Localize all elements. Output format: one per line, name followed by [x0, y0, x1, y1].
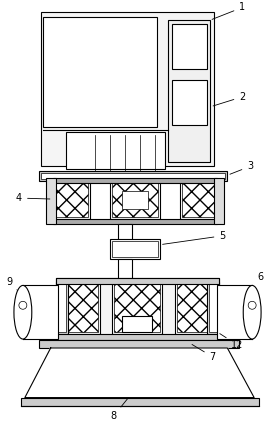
Text: 4: 4	[16, 193, 50, 203]
Text: 6: 6	[254, 272, 263, 290]
Bar	[46, 178, 56, 224]
Bar	[118, 258, 132, 280]
Bar	[172, 80, 206, 125]
Bar	[215, 178, 224, 224]
Ellipse shape	[243, 286, 261, 339]
Bar	[112, 283, 162, 334]
Bar	[68, 284, 98, 332]
Bar	[43, 18, 157, 127]
Bar	[56, 283, 68, 334]
Bar	[180, 181, 217, 219]
Text: 9: 9	[6, 277, 21, 293]
Bar	[56, 279, 219, 340]
Bar	[39, 171, 227, 181]
Bar	[110, 181, 160, 219]
Bar	[57, 284, 66, 332]
Text: 7: 7	[192, 344, 216, 362]
Bar	[118, 224, 132, 242]
Text: 5: 5	[163, 231, 226, 244]
Bar	[41, 173, 225, 179]
Bar	[168, 21, 210, 162]
Bar	[122, 191, 148, 209]
Bar	[55, 183, 88, 217]
Bar	[114, 284, 160, 332]
Bar	[112, 183, 158, 217]
Bar	[177, 284, 208, 332]
Bar	[21, 398, 259, 406]
Bar	[39, 340, 239, 348]
Bar	[53, 181, 90, 219]
Bar	[208, 283, 219, 334]
Bar	[110, 239, 160, 258]
Text: 1: 1	[212, 3, 246, 19]
Bar	[66, 283, 100, 334]
Bar	[182, 183, 215, 217]
Bar	[112, 241, 158, 257]
Bar	[66, 131, 165, 170]
Text: 8: 8	[110, 398, 128, 421]
Bar	[56, 279, 219, 284]
Bar	[217, 286, 252, 339]
Bar	[122, 316, 152, 332]
Bar	[56, 334, 219, 340]
Ellipse shape	[14, 286, 32, 339]
Bar	[23, 286, 57, 339]
Text: 3: 3	[230, 161, 253, 174]
Bar	[53, 178, 217, 183]
Bar	[175, 283, 210, 334]
Polygon shape	[25, 348, 254, 398]
Text: 12: 12	[220, 334, 244, 350]
Bar	[172, 25, 206, 69]
Text: 2: 2	[213, 92, 246, 106]
Bar	[41, 12, 215, 166]
Bar	[210, 284, 217, 332]
Bar	[53, 219, 217, 224]
